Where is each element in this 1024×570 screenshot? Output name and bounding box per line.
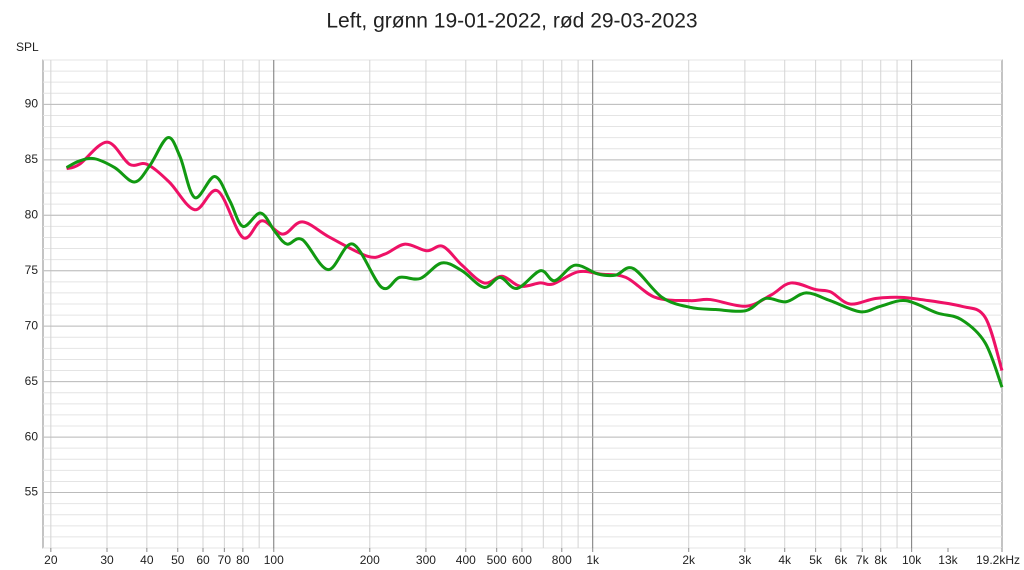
- x-tick-label: 4k: [778, 553, 792, 567]
- x-tick-label: 2k: [682, 553, 696, 567]
- chart-title: Left, grønn 19-01-2022, rød 29-03-2023: [326, 10, 697, 33]
- series-line: [65, 136, 1004, 388]
- x-tick-label: 500: [487, 553, 507, 567]
- y-tick-label: 85: [25, 152, 39, 166]
- x-tick-label: 19.2kHz: [976, 553, 1020, 567]
- x-tick-label: 40: [140, 553, 154, 567]
- x-tick-label: 800: [552, 553, 572, 567]
- series-line: [66, 140, 1004, 371]
- y-tick-label: 70: [25, 318, 39, 332]
- y-tick-label: 80: [25, 207, 39, 221]
- y-axis-label: SPL: [16, 40, 39, 54]
- y-tick-label: 75: [25, 263, 39, 277]
- x-tick-label: 400: [456, 553, 476, 567]
- y-tick-label: 65: [25, 374, 39, 388]
- y-tick-label: 90: [25, 97, 39, 111]
- y-tick-label: 60: [25, 429, 39, 443]
- x-tick-label: 1k: [586, 553, 600, 567]
- x-tick-label: 13k: [938, 553, 958, 567]
- x-tick-label: 3k: [739, 553, 753, 567]
- x-tick-label: 10k: [902, 553, 922, 567]
- x-tick-label: 5k: [809, 553, 823, 567]
- y-tick-label: 55: [25, 485, 39, 499]
- x-tick-label: 100: [264, 553, 284, 567]
- x-tick-label: 200: [360, 553, 380, 567]
- x-tick-label: 300: [416, 553, 436, 567]
- x-tick-label: 60: [196, 553, 210, 567]
- x-tick-label: 8k: [874, 553, 888, 567]
- x-tick-label: 7k: [856, 553, 870, 567]
- x-tick-label: 30: [100, 553, 114, 567]
- x-tick-label: 80: [236, 553, 250, 567]
- x-tick-label: 6k: [835, 553, 849, 567]
- x-tick-label: 50: [171, 553, 185, 567]
- x-tick-label: 600: [512, 553, 532, 567]
- x-tick-label: 70: [218, 553, 232, 567]
- x-tick-label: 20: [44, 553, 58, 567]
